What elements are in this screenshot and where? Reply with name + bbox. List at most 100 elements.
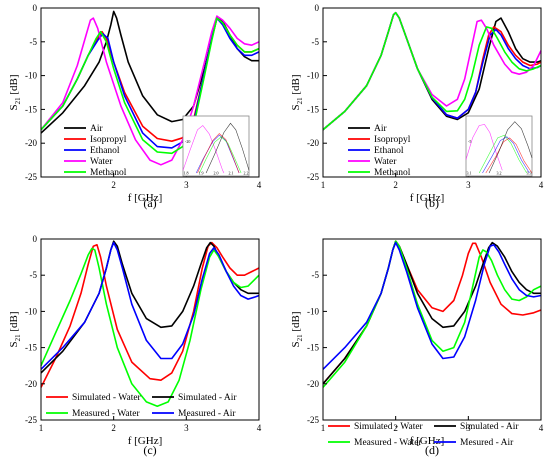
inset-series-2 xyxy=(197,133,240,174)
x-tick-label: 2 xyxy=(393,423,398,433)
y-tick-label: -25 xyxy=(25,172,37,182)
x-axis-label: f [GHz] xyxy=(128,435,163,447)
y-tick-label: -20 xyxy=(307,138,319,148)
series-line-b-0 xyxy=(322,11,542,131)
inset-x-tick: 2.1 xyxy=(229,171,234,176)
x-tick-label: 3 xyxy=(466,423,471,433)
inset-series-2 xyxy=(482,136,530,174)
legend: Simulated - Water Simulated - Air Measured… xyxy=(46,393,237,419)
plot-frame xyxy=(322,7,542,178)
x-axis-label: f [GHz] xyxy=(410,435,445,447)
inset-frame xyxy=(465,115,533,177)
y-label-unit: [dB] xyxy=(290,74,302,97)
y-tick-label: 0 xyxy=(315,3,320,13)
x-tick-label: 2 xyxy=(111,423,116,433)
y-label-unit: [dB] xyxy=(290,311,302,334)
legend-label-1: Simulated - Air xyxy=(460,422,519,432)
series-line-a-4 xyxy=(40,17,260,155)
y-label-sub: 21 xyxy=(296,97,304,105)
x-tick-label: 4 xyxy=(539,423,544,433)
inset-x-tick: 2.0 xyxy=(214,171,219,176)
inset-series-0 xyxy=(465,124,503,171)
inset-series-3 xyxy=(199,136,242,174)
chart-panel-b: 1 2 3 4 0 -5 -10 -15 -20 -25 f [GHz] S21 [dB] AirIso… xyxy=(290,3,544,210)
legend-label-0: Air xyxy=(90,124,104,134)
series-line-d-1 xyxy=(322,240,541,385)
panel-label: (b) xyxy=(425,196,439,210)
legend-label-2: Measured - Water xyxy=(354,438,422,448)
series-line-a-2 xyxy=(40,17,260,149)
legend-label-3: Measured - Air xyxy=(178,409,236,419)
plot-frame xyxy=(40,7,260,178)
legend-label-1: Isopropyl xyxy=(90,135,127,145)
x-tick-label: 4 xyxy=(257,423,262,433)
y-tick-label: -5 xyxy=(312,270,320,280)
legend-label-3: Water xyxy=(90,157,113,167)
x-axis-label: f [GHz] xyxy=(128,192,163,204)
series-line-c-0 xyxy=(40,241,260,388)
series-line-c-3 xyxy=(40,241,260,370)
inset-series-0 xyxy=(182,125,225,174)
y-label-main: S xyxy=(290,341,302,347)
x-tick-label: 3 xyxy=(466,180,471,190)
y-tick-label: 0 xyxy=(33,3,38,13)
y-axis-label: S21 [dB] xyxy=(290,74,304,110)
y-tick-label: -5 xyxy=(30,37,38,47)
chart-panel-c: 1 2 3 4 0 -5 -10 -15 -20 -25 f [GHz] S21 [dB] Simula… xyxy=(8,234,262,457)
y-tick-label: -25 xyxy=(25,415,37,425)
zoom-inset: 1.8 1.9 2.0 2.1 2.2 -20 xyxy=(182,115,250,177)
y-tick-label: -20 xyxy=(307,379,319,389)
panel-label: (c) xyxy=(143,443,156,457)
series-line-c-2 xyxy=(40,247,260,408)
legend-label-2: Ethanol xyxy=(374,146,404,156)
y-tick-label: -10 xyxy=(307,71,319,81)
panel-label: (a) xyxy=(143,196,156,210)
legend-label-1: Simulated - Air xyxy=(178,393,237,403)
y-tick-label: -10 xyxy=(25,306,37,316)
y-label-sub: 21 xyxy=(296,334,304,342)
inset-x-tick: 1.9 xyxy=(199,171,204,176)
y-tick-label: -25 xyxy=(307,172,319,182)
y-label-unit: [dB] xyxy=(8,74,20,97)
y-tick-label: 0 xyxy=(33,234,38,244)
y-tick-label: -20 xyxy=(25,379,37,389)
x-tick-label: 2 xyxy=(111,180,116,190)
x-tick-label: 3 xyxy=(184,180,189,190)
y-tick-label: -5 xyxy=(312,37,320,47)
inset-x-tick: 3.3 xyxy=(527,171,532,176)
legend-label-1: Isopropyl xyxy=(374,135,411,145)
y-label-main: S xyxy=(8,341,20,347)
legend-label-2: Ethanol xyxy=(90,146,120,156)
legend-label-0: Air xyxy=(374,124,388,134)
y-label-sub: 21 xyxy=(14,334,22,342)
series-line-a-3 xyxy=(40,15,260,166)
x-tick-label: 1 xyxy=(321,180,326,190)
y-tick-label: -25 xyxy=(307,415,319,425)
x-tick-label: 3 xyxy=(184,423,189,433)
inset-series-3 xyxy=(485,137,533,174)
y-tick-label: -15 xyxy=(25,343,37,353)
legend-label-0: Simulated - Water xyxy=(72,393,142,403)
x-tick-label: 1 xyxy=(39,423,44,433)
y-tick-label: -20 xyxy=(25,138,37,148)
chart-panel-a: 2 3 4 0 -5 -10 -15 -20 -25 f [GHz] S21 [dB] AirIsop… xyxy=(8,3,262,210)
series-line-c-1 xyxy=(40,240,259,374)
inset-series-1 xyxy=(478,134,527,174)
legend-label-3: Mesured - Air xyxy=(460,438,514,448)
y-tick-label: -15 xyxy=(25,104,37,114)
legend-label-3: Water xyxy=(374,157,397,167)
panel-label: (d) xyxy=(425,443,439,457)
x-tick-label: 2 xyxy=(393,180,398,190)
plot-frame xyxy=(40,238,260,421)
y-axis-label: S21 [dB] xyxy=(290,311,304,347)
inset-x-tick: 2.2 xyxy=(244,171,249,176)
legend-label-4: Methanol xyxy=(374,168,411,178)
y-label-main: S xyxy=(8,104,20,110)
legend-label-2: Measured - Water xyxy=(72,409,140,419)
y-label-main: S xyxy=(290,104,302,110)
y-label-sub: 21 xyxy=(14,97,22,105)
x-tick-label: 1 xyxy=(321,423,326,433)
